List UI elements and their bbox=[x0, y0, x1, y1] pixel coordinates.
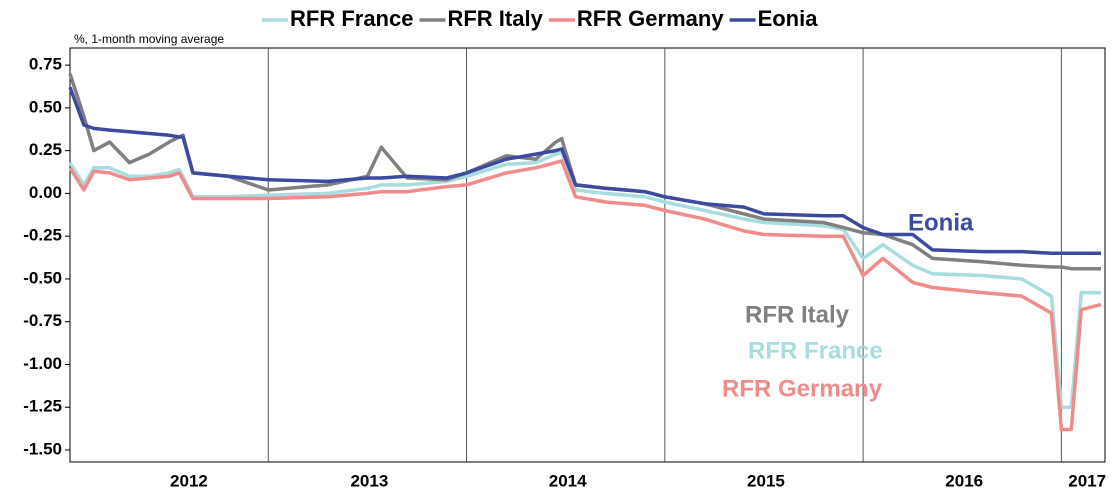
y-tick-label: -1.00 bbox=[23, 354, 62, 373]
x-tick-label: 2015 bbox=[747, 471, 785, 490]
y-tick-label: 0.00 bbox=[29, 183, 62, 202]
annotation: RFR France bbox=[748, 337, 883, 364]
annotation: Eonia bbox=[908, 209, 974, 236]
y-tick-label: 0.25 bbox=[29, 140, 62, 159]
x-tick-label: 2014 bbox=[549, 471, 587, 490]
legend-label: RFR Germany bbox=[577, 6, 724, 31]
legend-label: RFR Italy bbox=[447, 6, 543, 31]
y-tick-label: -0.25 bbox=[23, 226, 62, 245]
line-series bbox=[68, 150, 1101, 410]
annotation: RFR Italy bbox=[745, 301, 850, 328]
legend-label: Eonia bbox=[758, 6, 819, 31]
y-tick-label: 0.50 bbox=[29, 97, 62, 116]
y-tick-label: -0.75 bbox=[23, 311, 62, 330]
plot-area bbox=[69, 47, 1106, 463]
subtitle: %, 1-month moving average bbox=[74, 32, 224, 46]
x-tick-label: 2016 bbox=[945, 471, 983, 490]
x-tick-label: 2013 bbox=[350, 471, 388, 490]
line-series bbox=[68, 159, 1102, 432]
y-tick-label: 0.75 bbox=[29, 55, 62, 74]
x-tick-label: 2012 bbox=[170, 471, 208, 490]
y-tick-label: -0.50 bbox=[23, 268, 62, 287]
annotation: RFR Germany bbox=[722, 375, 883, 402]
y-tick-label: -1.50 bbox=[23, 440, 62, 459]
legend-label: RFR France bbox=[290, 6, 413, 31]
y-tick-label: -1.25 bbox=[23, 397, 62, 416]
x-tick-label: 2017 bbox=[1068, 471, 1106, 490]
line-series bbox=[68, 86, 1101, 256]
